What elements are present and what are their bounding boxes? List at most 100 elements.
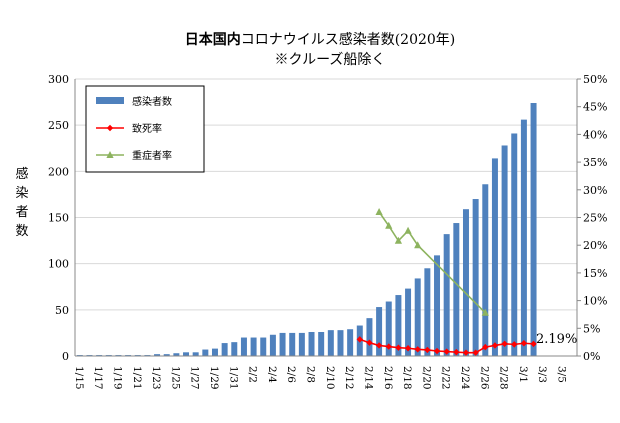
- y-tick-label-right: 30%: [583, 184, 607, 197]
- y-tick-label-left: 100: [48, 258, 69, 271]
- x-tick-label: 2/8: [305, 366, 317, 383]
- x-tick-label: 2/20: [420, 366, 432, 390]
- bar-series: [76, 103, 537, 356]
- x-tick-label: 2/18: [401, 366, 413, 390]
- series-point: [375, 342, 383, 349]
- x-tick-label: 3/1: [517, 366, 529, 383]
- bar: [240, 337, 247, 356]
- chart-title: 日本国内コロナウイルス感染者数(2020年): [185, 31, 456, 48]
- y-tick-label-right: 45%: [583, 101, 607, 114]
- series-point: [481, 308, 489, 316]
- x-tick-label: 2/4: [266, 366, 278, 383]
- x-tick-label: 1/27: [189, 366, 201, 390]
- x-tick-label: 1/15: [73, 366, 85, 390]
- series-point: [395, 344, 402, 351]
- bar: [472, 199, 479, 356]
- x-tick-label: 2/12: [343, 366, 355, 390]
- bar: [163, 354, 170, 356]
- x-tick-label: 1/21: [131, 366, 143, 390]
- bar: [183, 352, 190, 356]
- bar: [366, 318, 373, 356]
- x-tick-label: 2/6: [285, 366, 297, 383]
- series-point: [385, 221, 393, 229]
- series-point: [530, 340, 537, 348]
- series-line: [378, 211, 486, 314]
- bar: [443, 234, 450, 356]
- bar: [414, 278, 421, 356]
- series-point: [462, 349, 470, 356]
- x-tick-label: 1/17: [92, 366, 104, 390]
- bar: [279, 332, 286, 356]
- bar: [173, 353, 180, 356]
- legend-marker: [106, 124, 114, 132]
- series-point: [366, 339, 373, 346]
- chart-title-rest: コロナウイルス感染者数(2020年): [241, 31, 456, 48]
- bar: [424, 268, 431, 356]
- bar: [405, 288, 412, 356]
- series-point: [520, 340, 528, 347]
- x-tick-label: 2/16: [382, 366, 394, 390]
- bar: [202, 349, 209, 356]
- y-tick-label-left: 300: [48, 73, 69, 86]
- legend-label: 致死率: [132, 122, 162, 135]
- series-point: [356, 336, 363, 343]
- y-axis-label-char: 感: [15, 166, 28, 182]
- y-tick-label-right: 10%: [583, 295, 607, 308]
- x-tick-label: 2/10: [324, 366, 336, 390]
- series-point: [375, 207, 383, 215]
- y-tick-label-left: 250: [48, 119, 69, 132]
- y-tick-label-right: 50%: [583, 73, 607, 86]
- legend-label: 重症者率: [132, 149, 172, 162]
- bar: [231, 342, 238, 356]
- bar: [347, 329, 354, 356]
- series-point: [501, 340, 508, 348]
- axes: 0 50 100 150 200 250 300 0% 5% 10% 15% 20% 25% 30% 35%…: [48, 73, 607, 390]
- y-tick-label-left: 200: [48, 165, 69, 178]
- annotation-label: 2.19%: [536, 332, 577, 347]
- bar: [501, 145, 508, 356]
- x-tick-label: 3/3: [536, 366, 548, 383]
- y-tick-label-right: 40%: [583, 128, 607, 141]
- bar: [308, 331, 315, 356]
- x-tick-label: 1/31: [227, 366, 239, 390]
- x-tick-label: 1/19: [111, 366, 123, 390]
- bar: [327, 330, 334, 356]
- x-tick-label: 2/28: [498, 366, 510, 390]
- y-tick-label-right: 5%: [583, 322, 600, 335]
- bar: [462, 209, 469, 356]
- y-tick-label-right: 15%: [583, 267, 607, 280]
- chart-title-bold: 日本国内: [185, 31, 241, 48]
- y-tick-label-right: 0%: [583, 350, 600, 363]
- series-point: [404, 226, 412, 234]
- y-axis-label-char: 数: [15, 224, 28, 239]
- legend-marker: [106, 151, 114, 158]
- y-axis-label-char: 者: [15, 205, 28, 220]
- x-tick-label: 3/5: [556, 366, 568, 383]
- bar: [192, 352, 199, 356]
- y-tick-label-right: 35%: [583, 156, 607, 169]
- bar: [154, 354, 161, 356]
- series-point: [404, 345, 412, 352]
- series-point: [453, 348, 460, 356]
- line-series: [356, 207, 537, 356]
- bar: [337, 330, 344, 356]
- bar: [211, 348, 218, 356]
- bar: [269, 334, 276, 356]
- legend-label: 感染者数: [132, 95, 172, 108]
- bar: [453, 223, 460, 356]
- y-axis-label: 感染者数: [15, 166, 28, 239]
- bar: [511, 133, 518, 356]
- bar: [221, 343, 228, 356]
- bar: [289, 332, 296, 356]
- y-axis-label-char: 染: [15, 186, 28, 201]
- bar: [530, 103, 537, 356]
- x-tick-label: 1/23: [150, 366, 162, 390]
- x-tick-label: 1/29: [208, 366, 220, 390]
- series-point: [433, 347, 441, 355]
- series-point: [414, 241, 422, 249]
- bar: [318, 331, 325, 356]
- x-tick-label: 2/2: [247, 366, 259, 383]
